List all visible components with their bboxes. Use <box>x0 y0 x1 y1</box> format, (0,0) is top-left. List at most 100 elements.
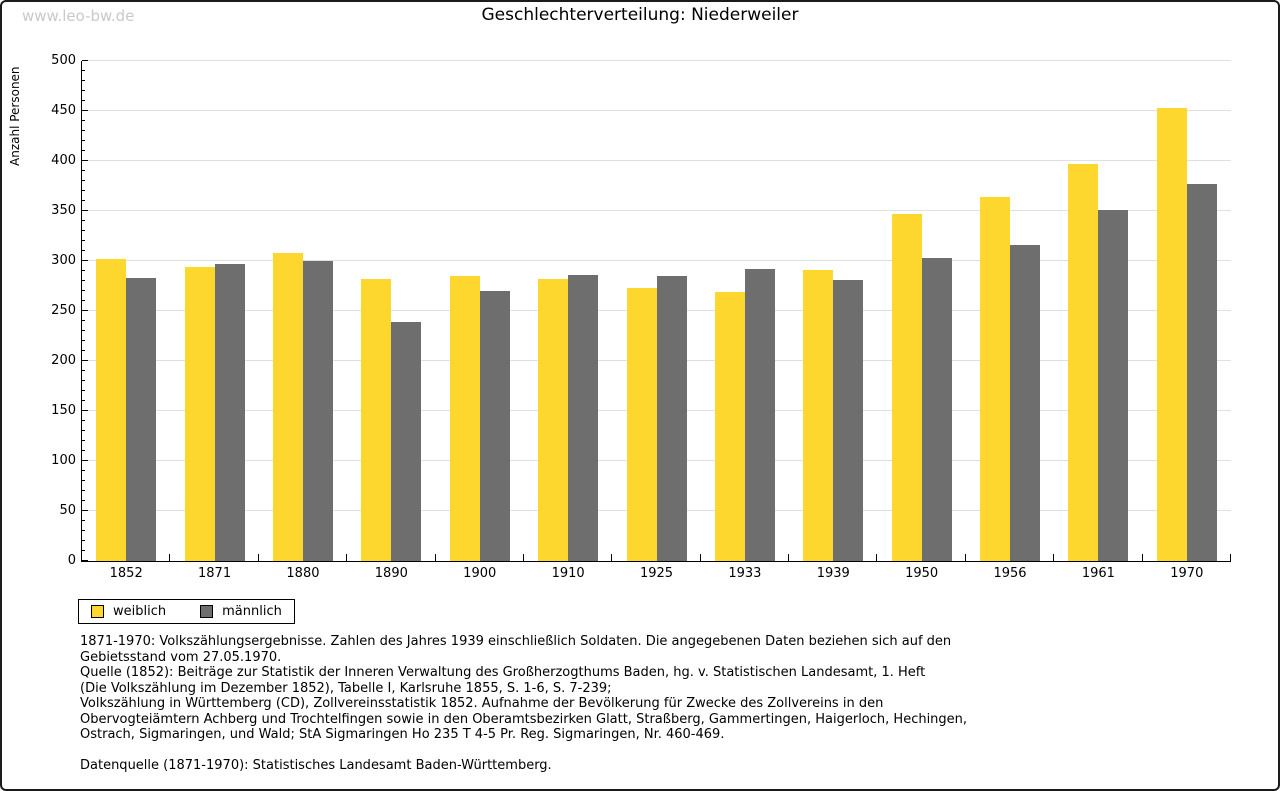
footnote-line: 1871-1970: Volkszählungsergebnisse. Zahl… <box>80 634 952 649</box>
x-tick <box>258 554 259 561</box>
bar-männlich <box>568 275 599 561</box>
y-minor-tick <box>82 290 85 291</box>
x-tick <box>876 554 877 561</box>
x-tick-label: 1950 <box>905 566 939 581</box>
y-minor-tick <box>82 120 85 121</box>
legend-label: weiblich <box>113 604 167 619</box>
y-tick-label: 50 <box>59 503 76 518</box>
footnote-lines: 1871-1970: Volkszählungsergebnisse. Zahl… <box>80 634 967 743</box>
gridline <box>82 110 1231 111</box>
y-minor-tick <box>82 400 85 401</box>
bar-weiblich <box>361 279 392 561</box>
bar-weiblich <box>449 276 480 561</box>
bar-männlich <box>214 264 245 561</box>
footnote: 1871-1970: Volkszählungsergebnisse. Zahl… <box>80 634 967 773</box>
y-major-tick <box>82 410 88 411</box>
watermark: www.leo-bw.de <box>22 7 135 25</box>
y-minor-tick <box>82 280 85 281</box>
y-major-tick <box>82 260 88 261</box>
x-tick <box>523 554 524 561</box>
bar-männlich <box>479 291 510 561</box>
bar-männlich <box>744 269 775 561</box>
y-major-tick <box>82 60 88 61</box>
chart-title: Geschlechterverteilung: Niederweiler <box>481 5 799 25</box>
bar-weiblich <box>184 267 215 561</box>
y-major-tick <box>82 310 88 311</box>
bar-weiblich <box>1156 108 1187 561</box>
bar-weiblich <box>1068 164 1099 561</box>
y-minor-tick <box>82 330 85 331</box>
legend-item: männlich <box>200 604 282 619</box>
bar-männlich <box>921 258 952 561</box>
y-minor-tick <box>82 350 85 351</box>
legend-swatch-weiblich <box>91 605 104 618</box>
x-tick <box>611 554 612 561</box>
y-tick-label: 0 <box>67 553 76 568</box>
bar-männlich <box>1010 245 1041 561</box>
x-tick-label: 1933 <box>728 566 762 581</box>
y-minor-tick <box>82 250 85 251</box>
gridline <box>82 210 1231 211</box>
x-tick-label: 1880 <box>286 566 320 581</box>
x-tick <box>346 554 347 561</box>
x-tick <box>435 554 436 561</box>
y-minor-tick <box>82 470 85 471</box>
y-major-tick <box>82 360 88 361</box>
x-tick <box>788 554 789 561</box>
y-minor-tick <box>82 80 85 81</box>
bar-männlich <box>302 261 333 561</box>
y-tick-label: 500 <box>51 53 76 68</box>
y-minor-tick <box>82 300 85 301</box>
legend: weiblich männlich <box>78 599 295 624</box>
bar-weiblich <box>803 270 834 561</box>
bar-weiblich <box>626 288 657 561</box>
y-minor-tick <box>82 390 85 391</box>
bar-weiblich <box>538 279 569 561</box>
y-minor-tick <box>82 150 85 151</box>
x-tick-label: 1852 <box>109 566 143 581</box>
x-tick-label: 1871 <box>198 566 232 581</box>
gridline <box>82 160 1231 161</box>
legend-item: weiblich <box>91 604 166 619</box>
y-tick-label: 450 <box>51 103 76 118</box>
footnote-line: Ostrach, Sigmaringen, und Wald; StA Sigm… <box>80 727 725 742</box>
y-minor-tick <box>82 70 85 71</box>
bar-weiblich <box>96 259 127 561</box>
y-minor-tick <box>82 480 85 481</box>
y-tick-label: 300 <box>51 253 76 268</box>
datasource-line: Datenquelle (1871-1970): Statistisches L… <box>80 757 552 773</box>
y-minor-tick <box>82 340 85 341</box>
y-tick-label: 200 <box>51 353 76 368</box>
y-minor-tick <box>82 320 85 321</box>
bar-weiblich <box>980 197 1011 561</box>
y-minor-tick <box>82 100 85 101</box>
y-minor-tick <box>82 440 85 441</box>
x-tick-label: 1925 <box>639 566 674 581</box>
y-minor-tick <box>82 530 85 531</box>
y-major-tick <box>82 560 88 561</box>
x-tick-label: 1910 <box>551 566 585 581</box>
y-minor-tick <box>82 520 85 521</box>
x-tick-label: 1970 <box>1170 566 1204 581</box>
y-minor-tick <box>82 270 85 271</box>
y-tick-label: 400 <box>51 153 76 168</box>
y-minor-tick <box>82 180 85 181</box>
y-tick-label: 350 <box>51 203 76 218</box>
bar-männlich <box>391 322 422 561</box>
y-minor-tick <box>82 550 85 551</box>
legend-swatch-männlich <box>200 605 214 618</box>
bar-männlich <box>656 276 687 561</box>
x-tick <box>965 554 966 561</box>
y-minor-tick <box>82 370 85 371</box>
y-tick-label: 100 <box>51 453 76 468</box>
x-tick <box>700 554 701 561</box>
bar-weiblich <box>714 292 745 561</box>
y-minor-tick <box>82 130 85 131</box>
x-tick-label: 1961 <box>1081 566 1115 581</box>
bar-weiblich <box>272 253 303 561</box>
gridline <box>82 60 1231 61</box>
x-tick-label: 1890 <box>374 566 408 581</box>
y-minor-tick <box>82 230 85 231</box>
y-major-tick <box>82 160 88 161</box>
bar-männlich <box>1098 210 1129 561</box>
